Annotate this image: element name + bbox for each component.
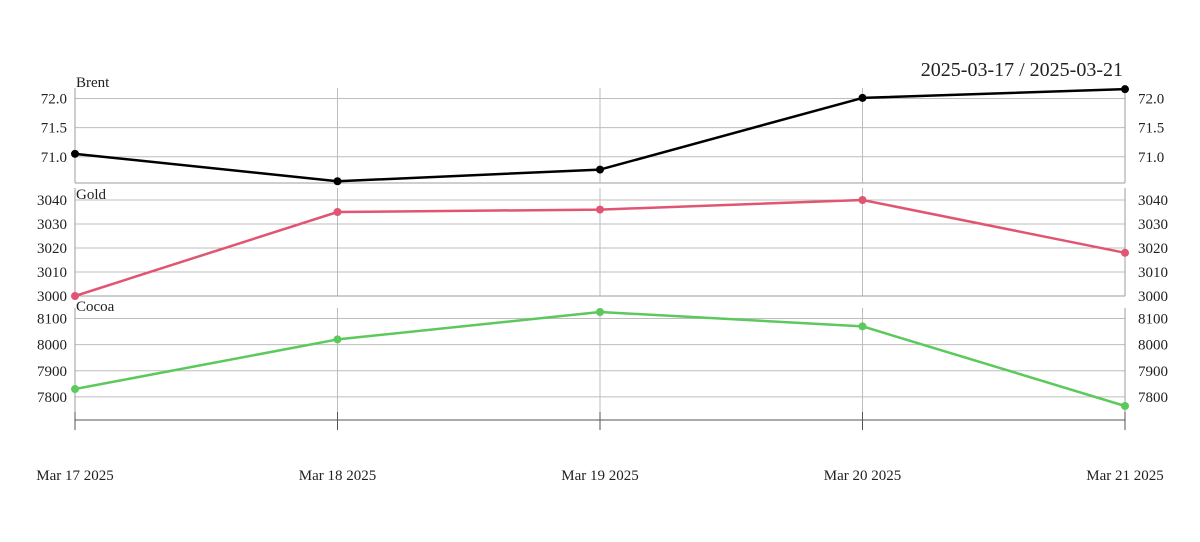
data-point: [858, 196, 867, 204]
panel-title: Brent: [76, 75, 110, 91]
data-point: [1121, 85, 1129, 94]
y-tick-label-left: 72.0: [41, 91, 67, 107]
y-tick-label-left: 8000: [37, 338, 67, 354]
y-tick-label-left: 3000: [37, 289, 67, 305]
x-tick-label: Mar 21 2025: [1086, 468, 1164, 484]
date-range-label: 2025-03-17 / 2025-03-21: [921, 59, 1123, 81]
y-tick-label-right: 72.0: [1138, 91, 1164, 107]
y-tick-label-right: 3020: [1138, 241, 1168, 257]
y-tick-label-left: 7800: [37, 390, 67, 406]
y-tick-label-right: 71.5: [1138, 121, 1164, 137]
y-tick-label-right: 3010: [1138, 265, 1168, 281]
data-point: [71, 292, 79, 300]
data-point: [333, 177, 342, 186]
data-point: [596, 165, 604, 174]
x-tick-label: Mar 17 2025: [36, 468, 114, 484]
panel-title: Cocoa: [76, 299, 115, 315]
y-tick-label-right: 3040: [1138, 193, 1168, 209]
y-tick-label-left: 3020: [37, 241, 67, 257]
y-tick-label-left: 71.5: [41, 121, 67, 137]
y-tick-label-left: 7900: [37, 364, 67, 380]
y-tick-label-right: 3000: [1138, 289, 1168, 305]
y-tick-label-left: 3030: [37, 217, 67, 233]
x-tick-label: Mar 18 2025: [299, 468, 377, 484]
data-point: [596, 205, 604, 214]
data-point: [596, 308, 604, 316]
data-point: [1121, 248, 1129, 257]
data-point: [71, 149, 79, 158]
data-point: [858, 322, 867, 331]
y-tick-label-left: 3010: [37, 265, 67, 281]
data-point: [858, 93, 867, 102]
y-tick-label-right: 7800: [1138, 390, 1168, 406]
y-tick-label-left: 3040: [37, 193, 67, 209]
y-tick-label-left: 71.0: [41, 150, 67, 166]
y-tick-label-left: 8100: [37, 312, 67, 328]
data-point: [1121, 402, 1129, 410]
panel-title: Gold: [76, 187, 107, 203]
x-tick-label: Mar 19 2025: [561, 468, 639, 484]
y-tick-label-right: 71.0: [1138, 150, 1164, 166]
y-tick-label-right: 8000: [1138, 338, 1168, 354]
y-tick-label-right: 3030: [1138, 217, 1168, 233]
data-point: [333, 335, 342, 344]
data-point: [333, 208, 342, 216]
y-tick-label-right: 8100: [1138, 312, 1168, 328]
y-tick-label-right: 7900: [1138, 364, 1168, 380]
x-tick-label: Mar 20 2025: [824, 468, 902, 484]
data-point: [71, 385, 79, 394]
